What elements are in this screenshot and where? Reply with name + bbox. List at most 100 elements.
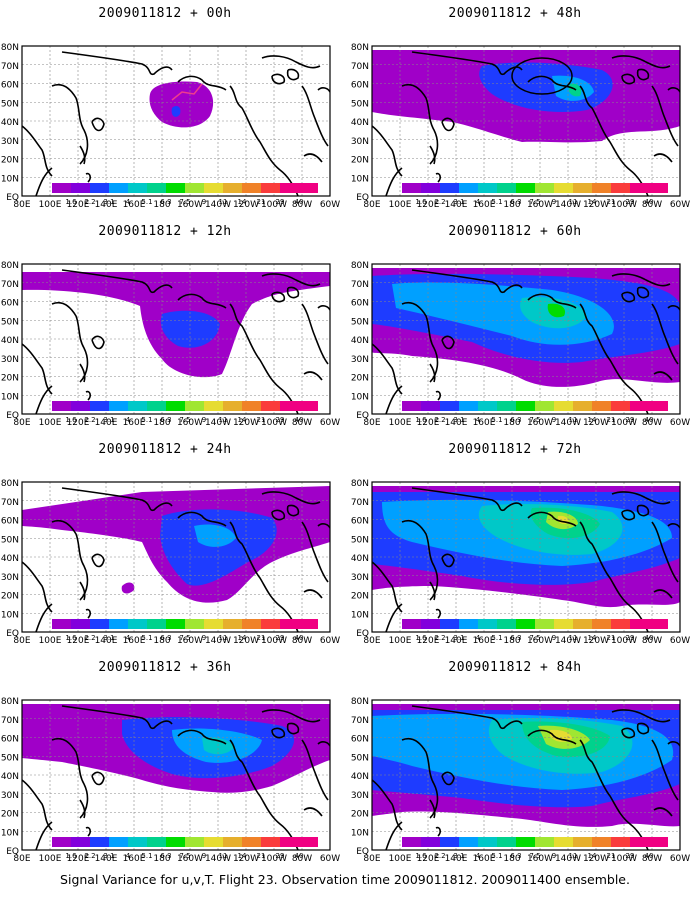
lon-label: 180 — [503, 636, 520, 646]
lon-label: 140E — [445, 418, 468, 428]
lon-label: 140W — [205, 636, 231, 646]
map-plot: EQ 10N 20N 30N 40N 50N 60N 70N 80N 80E 100E 120E 140… — [351, 697, 690, 864]
colorbar-swatch — [90, 619, 109, 629]
coastline — [667, 87, 680, 93]
colorbar-swatch — [280, 619, 299, 629]
map-panel-4: 2009011812 + 24h EQ 10N 20N 30N 40N 50N 60N 70N 8… — [0, 442, 340, 662]
lat-label: 70N — [1, 716, 19, 726]
lon-label: 140W — [555, 854, 581, 864]
colorbar-label: 7.5 — [179, 634, 190, 642]
colorbar-label: 40 — [645, 852, 654, 860]
lon-label: 100W — [261, 636, 287, 646]
lon-label: 160W — [177, 418, 203, 428]
colorbar-swatch — [630, 401, 649, 411]
colorbar-swatch — [185, 183, 204, 193]
lat-label: 20N — [351, 810, 369, 820]
colorbar-swatch — [478, 401, 497, 411]
lon-label: 60W — [670, 636, 690, 646]
coastline — [271, 291, 286, 303]
map-plot: EQ 10N 20N 30N 40N 50N 60N 70N 80N 80E 100E 120E 140… — [1, 261, 340, 428]
coastline — [271, 73, 286, 85]
colorbar-label: 9 — [202, 198, 206, 206]
coastline — [51, 83, 89, 165]
coastline — [429, 145, 436, 165]
colorbar: 1.6 2.2 3.1 4 5.1 6.3 7.5 9 11 14 21 29 40 — [52, 619, 318, 642]
coastline — [385, 167, 403, 196]
colorbar-label: 1.6 — [415, 198, 427, 206]
lat-label: 60N — [1, 299, 19, 309]
lat-label: 30N — [351, 791, 369, 801]
lon-label: 120W — [583, 418, 609, 428]
map-plot: EQ 10N 20N 30N 40N 50N 60N 70N 80N 80E 100E 120E 140… — [1, 697, 340, 864]
map-panel-3: 2009011812 + 60h EQ 10N 20N 30N 40N 50N 60N 70N 8… — [350, 224, 690, 444]
lon-label: 100E — [39, 636, 62, 646]
colorbar-label: 14 — [238, 852, 247, 860]
coastline — [611, 491, 671, 505]
lon-label: 100W — [611, 854, 637, 864]
colorbar-swatch — [630, 183, 649, 193]
lat-label: 10N — [351, 392, 369, 402]
coastline — [667, 741, 680, 747]
lon-label: 80W — [642, 636, 662, 646]
colorbar-label: 2.2 — [434, 634, 445, 642]
map-panel-0: 2009011812 + 00h EQ 10N 20N 30N 40N 50N 60N 70N 8… — [0, 6, 340, 226]
map-panel-7: 2009011812 + 84h EQ 10N 20N 30N 40N 50N 60N 70N 8… — [350, 660, 690, 880]
lat-label: 80N — [1, 479, 19, 489]
colorbar-label: 14 — [238, 198, 247, 206]
colorbar-swatch — [440, 837, 459, 847]
colorbar-label: 3.1 — [103, 634, 114, 642]
colorbar-label: 3.1 — [453, 852, 464, 860]
colorbar-label: 11 — [569, 634, 578, 642]
flight-track — [171, 83, 203, 101]
coastline — [527, 293, 577, 309]
coastline — [301, 739, 329, 801]
lon-label: 80E — [13, 854, 30, 864]
colorbar-label: 4 — [126, 634, 131, 642]
colorbar-swatch — [649, 401, 668, 411]
coastline — [51, 519, 89, 601]
lon-label: 80W — [642, 418, 662, 428]
coastline — [651, 521, 679, 583]
lon-label: 80E — [363, 854, 380, 864]
lon-label: 80W — [292, 418, 312, 428]
colorbar-label: 6.3 — [160, 634, 171, 642]
lat-label: 50N — [351, 535, 369, 545]
lon-label: 160W — [527, 636, 553, 646]
colorbar-swatch — [497, 619, 516, 629]
colorbar-swatch — [535, 183, 554, 193]
colorbar-label: 2.2 — [434, 852, 445, 860]
lon-label: 140W — [205, 200, 231, 210]
colorbar-label: 4 — [476, 198, 481, 206]
lon-label: 120W — [233, 636, 259, 646]
colorbar-swatch — [497, 183, 516, 193]
colorbar-swatch — [611, 401, 630, 411]
coastline — [621, 73, 636, 85]
coastline — [441, 117, 455, 132]
lon-label: 160E — [473, 418, 496, 428]
colorbar-label: 4 — [476, 416, 481, 424]
lat-label: 30N — [1, 137, 19, 147]
colorbar-label: 29 — [276, 198, 285, 206]
colorbar-label: 40 — [295, 852, 304, 860]
lat-label: 30N — [1, 355, 19, 365]
lon-label: 120E — [417, 636, 440, 646]
colorbar-swatch — [185, 401, 204, 411]
lon-label: 80W — [292, 854, 312, 864]
shading-region — [160, 509, 277, 586]
colorbar-label: 5.1 — [141, 198, 152, 206]
lat-label: 50N — [1, 535, 19, 545]
colorbar-label: 3.1 — [103, 416, 114, 424]
colorbar-label: 5.1 — [491, 852, 502, 860]
colorbar-label: 29 — [276, 634, 285, 642]
coastline — [651, 739, 679, 801]
colorbar-swatch — [166, 183, 185, 193]
coastline — [229, 85, 299, 196]
colorbar-swatch — [535, 837, 554, 847]
colorbar-label: 3.1 — [453, 198, 464, 206]
lon-label: 80W — [292, 200, 312, 210]
coastline — [261, 709, 321, 723]
colorbar-label: 5.1 — [141, 634, 152, 642]
lon-label: 160E — [123, 418, 146, 428]
colorbar-swatch — [204, 401, 223, 411]
colorbar-label: 3.1 — [453, 416, 464, 424]
